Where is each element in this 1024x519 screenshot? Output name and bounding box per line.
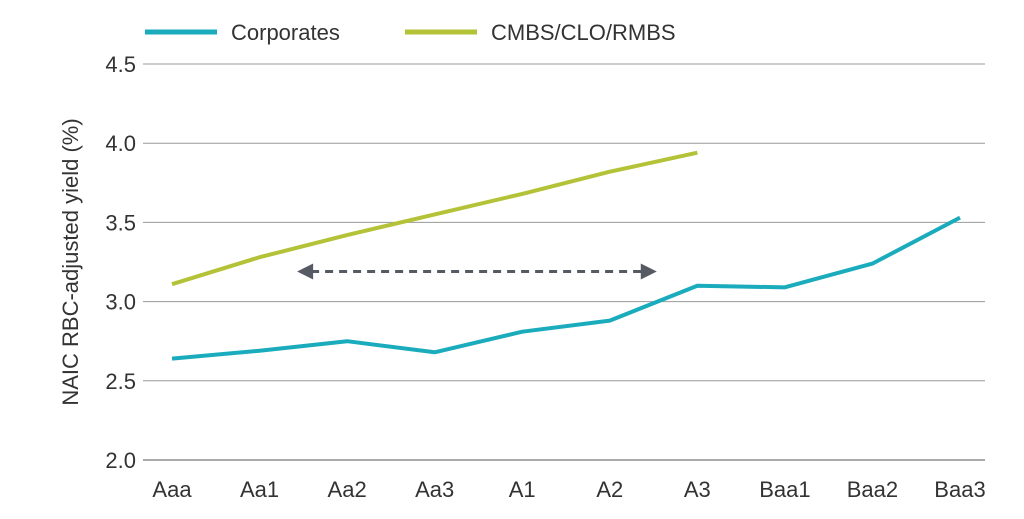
x-tick-label: A1	[509, 477, 536, 502]
series-line-cmbs-clo-rmbs	[171, 150, 698, 287]
x-tick-label: A2	[596, 477, 623, 502]
x-tick-label: Aa1	[240, 477, 279, 502]
y-tick-label: 4.0	[105, 131, 136, 156]
x-tick-label: Baa1	[759, 477, 810, 502]
x-tick-label: Aa2	[328, 477, 367, 502]
x-tick-label: A3	[684, 477, 711, 502]
legend-label: CMBS/CLO/RMBS	[491, 20, 676, 45]
x-tick-label: Baa2	[847, 477, 898, 502]
y-tick-label: 3.0	[105, 290, 136, 315]
series-lines	[171, 150, 961, 361]
y-tick-label: 4.5	[105, 52, 136, 77]
y-tick-label: 2.0	[105, 448, 136, 473]
y-axis-label: NAIC RBC-adjusted yield (%)	[58, 118, 83, 405]
x-tick-labels: Aaa Aa1 Aa2 Aa3 A1 A2 A3 Baa1 Baa2 Baa3	[152, 477, 985, 502]
gridlines	[143, 63, 985, 461]
y-tick-label: 3.5	[105, 210, 136, 235]
y-tick-label: 2.5	[105, 369, 136, 394]
x-tick-label: Baa3	[934, 477, 985, 502]
y-tick-labels: 2.0 2.5 3.0 3.5 4.0 4.5	[105, 52, 136, 473]
arrow-head-right	[640, 263, 657, 280]
series-line-corporates	[171, 215, 961, 361]
legend-label: Corporates	[231, 20, 340, 45]
legend: Corporates CMBS/CLO/RMBS	[145, 20, 676, 45]
arrow-head-left	[297, 263, 314, 280]
x-tick-label: Aa3	[415, 477, 454, 502]
range-arrow	[297, 263, 657, 280]
x-tick-label: Aaa	[152, 477, 192, 502]
